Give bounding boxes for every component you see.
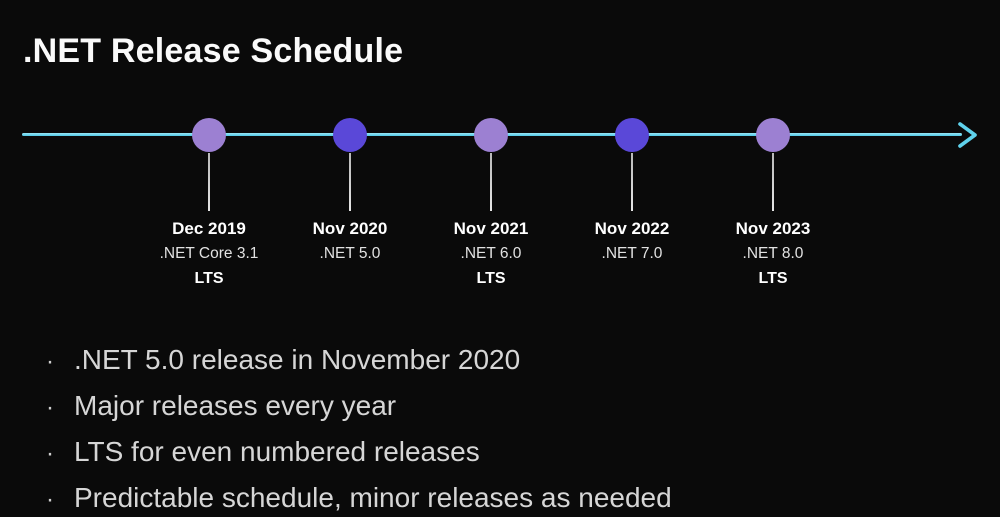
milestone-connector-line [208,153,210,211]
milestone-date: Dec 2019 [172,219,246,238]
milestone-lts-badge: LTS [476,270,506,287]
milestone-dot [615,118,649,152]
bullet-dot-icon: · [46,486,54,513]
milestone-date: Nov 2022 [594,219,670,238]
bullet-item: · Major releases every year [40,384,672,430]
milestone-date: Nov 2023 [735,219,811,238]
milestone-dot [333,118,367,152]
bullet-text: LTS for even numbered releases [74,436,480,467]
milestone-labels: Nov 2023 .NET 8.0 LTS [683,216,863,291]
milestone-connector-line [490,153,492,211]
bullet-dot-icon: · [46,440,54,467]
milestone-connector-line [349,153,351,211]
bullet-item: · .NET 5.0 release in November 2020 [40,338,672,384]
milestone-labels: Dec 2019 .NET Core 3.1 LTS [119,216,299,291]
milestone-labels: Nov 2022 .NET 7.0 [542,216,722,266]
bullet-text: .NET 5.0 release in November 2020 [74,344,521,375]
bullet-dot-icon: · [46,394,54,421]
milestone-version: .NET Core 3.1 [159,245,259,262]
bullet-list: · .NET 5.0 release in November 2020 · Ma… [40,338,672,517]
bullet-item: · LTS for even numbered releases [40,430,672,476]
milestone-version: .NET 6.0 [460,245,522,262]
milestone-dot [192,118,226,152]
milestone-lts-badge: LTS [194,270,224,287]
milestone-dot [474,118,508,152]
page-title: .NET Release Schedule [23,31,404,70]
milestone-version: .NET 5.0 [319,245,381,262]
release-timeline: Dec 2019 .NET Core 3.1 LTS Nov 2020 .NET… [22,118,977,291]
milestone-connector-line [631,153,633,211]
bullet-text: Predictable schedule, minor releases as … [74,482,672,513]
bullet-dot-icon: · [46,348,54,375]
milestone-labels: Nov 2021 .NET 6.0 LTS [401,216,581,291]
milestone-version: .NET 8.0 [742,245,804,262]
milestone-date: Nov 2020 [312,219,388,238]
bullet-text: Major releases every year [74,390,397,421]
milestone-labels: Nov 2020 .NET 5.0 [260,216,440,266]
milestone-lts-badge: LTS [758,270,788,287]
milestone-connector-line [772,153,774,211]
milestone-date: Nov 2021 [453,219,529,238]
milestone-dot [756,118,790,152]
milestone-version: .NET 7.0 [601,245,663,262]
arrow-right-icon [958,122,977,148]
bullet-item: · Predictable schedule, minor releases a… [40,476,672,517]
